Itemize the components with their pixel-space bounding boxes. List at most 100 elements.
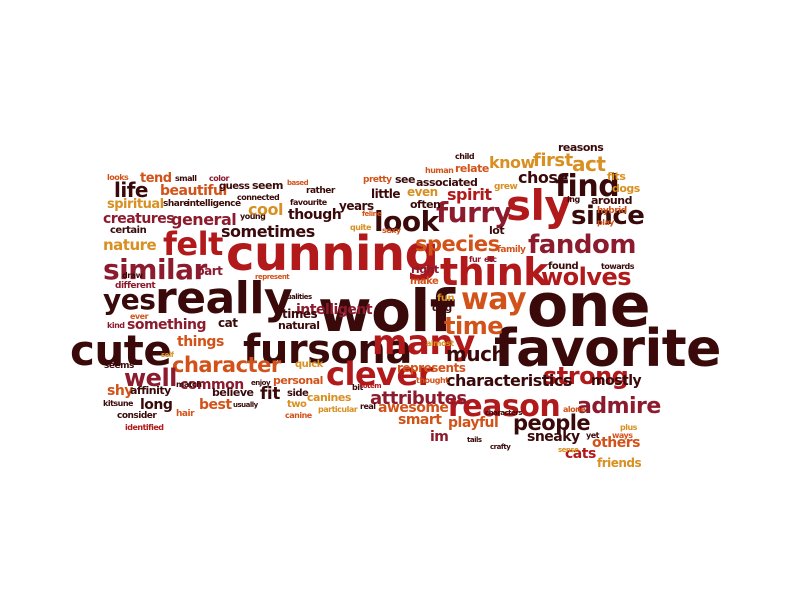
word-rather: rather [306, 186, 335, 196]
word-family: family [497, 245, 526, 255]
word-around: around [591, 194, 632, 207]
word-child: child [455, 152, 475, 161]
word-intelligent: intelligent [296, 302, 373, 318]
word-crafty: crafty [490, 443, 511, 451]
word-personal: personal [273, 374, 323, 387]
word-see: see [395, 173, 415, 186]
word-even: even [407, 185, 438, 199]
word-beautiful: beautiful [160, 183, 227, 199]
word-almost: almost [426, 339, 454, 348]
word-particular: particular [318, 405, 358, 414]
word-associated: associated [416, 176, 478, 189]
word-cool: cool [248, 200, 283, 219]
word-two: two [287, 399, 307, 410]
word-pretty: pretty [363, 175, 392, 185]
word-match: match [176, 380, 202, 389]
word-guess: guess [219, 181, 250, 192]
word-seem: seem [252, 179, 283, 192]
word-spirit: spirit [447, 185, 492, 204]
word-believe: believe [212, 386, 254, 399]
word-based: based [287, 179, 309, 187]
word-intelligence: intelligence [187, 199, 241, 209]
word-consider: consider [117, 411, 157, 421]
word-wolves: wolves [541, 263, 632, 291]
word-awesome: awesome [378, 400, 449, 416]
word-years: years [339, 199, 374, 213]
word-really: really [155, 273, 293, 324]
word-mostly: mostly [591, 373, 642, 389]
word-know: know [489, 153, 535, 172]
word-seems: seems [104, 361, 134, 371]
word-small: small [175, 174, 197, 183]
word-relate: relate [455, 162, 489, 175]
word-fun: fun [437, 293, 455, 304]
word-favorite: favorite [494, 319, 721, 379]
word-found: found [548, 261, 579, 272]
word-nature: nature [103, 236, 157, 254]
word-long: long [140, 397, 173, 413]
word-dog: dog [432, 303, 452, 314]
word-feline: feline [362, 210, 382, 218]
word-fit: fit [260, 384, 280, 404]
word-etc: etc [484, 255, 497, 264]
word-best: best [199, 397, 232, 413]
word-often: often [410, 198, 441, 211]
word-looks: looks [107, 173, 129, 182]
word-right: right [411, 263, 439, 276]
word-kitsune: kitsune [103, 399, 133, 408]
word-play: play [597, 218, 614, 227]
word-general: general [171, 210, 237, 229]
word-chose: chose [518, 168, 568, 187]
word-affinity: affinity [130, 384, 171, 397]
word-quite: quite [350, 223, 371, 232]
word-felt: felt [163, 225, 223, 263]
word-reason: reason [448, 389, 561, 424]
word-common: common [180, 377, 244, 393]
word-since: since [571, 201, 645, 231]
word-little: little [371, 187, 400, 201]
word-act: act [572, 152, 606, 176]
word-much: much [446, 342, 506, 366]
word-qualities: qualities [282, 293, 312, 301]
word-many: many [372, 323, 475, 363]
word-lot: lot [489, 224, 505, 237]
word-grew: grew [494, 182, 518, 192]
word-totem: totem [360, 382, 382, 390]
word-plus: plus [620, 423, 637, 432]
word-things: things [177, 334, 224, 350]
word-fandom: fandom [528, 230, 636, 260]
word-thought: thought [416, 376, 449, 385]
word-cute: cute [70, 326, 172, 375]
word-ing: ing [567, 195, 580, 204]
word-enjoy: enjoy [251, 379, 271, 387]
word-favourite: favourite [290, 198, 327, 207]
word-something: something [127, 317, 206, 333]
word-represents: represents [397, 361, 466, 375]
word-reasons: reasons [558, 141, 604, 154]
word-cunning: cunning [226, 226, 439, 282]
word-one: one [527, 271, 651, 341]
word-make: make [410, 276, 439, 287]
word-canines: canines [307, 391, 351, 404]
word-others: others [592, 435, 641, 451]
word-find: find [555, 169, 620, 204]
word-fursona: fursona [243, 327, 412, 373]
word-though: though [288, 207, 342, 223]
word-hybrid: hybrid [597, 206, 627, 216]
word-certain: certain [110, 225, 147, 236]
word-color: color [209, 174, 229, 183]
word-sly: sly [506, 181, 572, 230]
word-cat: cat [218, 316, 238, 330]
word-tend: tend [140, 171, 172, 186]
word-towards: towards [601, 262, 635, 271]
word-character: character [172, 353, 281, 377]
word-young: young [240, 212, 266, 221]
word-yet: yet [586, 431, 599, 440]
word-time: time [444, 312, 503, 340]
word-canine: canine [285, 411, 312, 420]
word-spiritual: spiritual [107, 197, 164, 212]
word-connected: connected [237, 193, 280, 202]
word-hair: hair [176, 409, 195, 419]
word-side: side [287, 388, 309, 399]
